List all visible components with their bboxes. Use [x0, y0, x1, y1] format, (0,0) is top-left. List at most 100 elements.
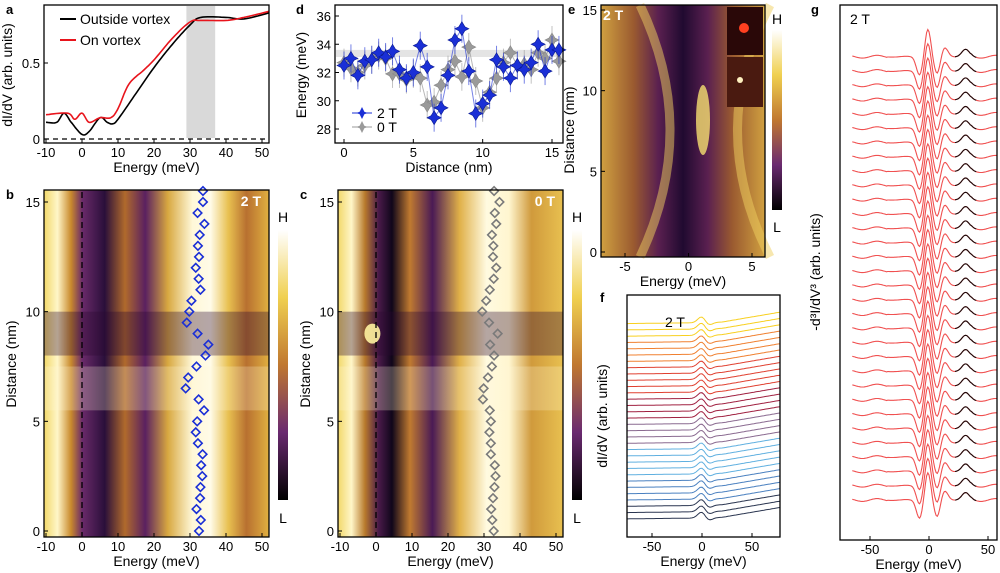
- peak-fit-segment: [954, 263, 977, 273]
- y-tick-label: 30: [317, 94, 331, 109]
- x-tick-label: 50: [549, 539, 563, 554]
- colorbar: [772, 30, 782, 210]
- y-tick-label: 34: [317, 37, 331, 52]
- data-point: [468, 73, 484, 89]
- spectrum-curve: [627, 349, 780, 363]
- plot-frame-b: [43, 189, 270, 538]
- x-tick-label: 50: [745, 539, 759, 554]
- x-tick-label: -10: [37, 145, 56, 160]
- data-point: [384, 43, 401, 59]
- derivative-curve: [852, 242, 997, 291]
- plot-frame-c: [337, 189, 564, 538]
- heatmap-band: [44, 311, 269, 356]
- x-tick-label: 10: [405, 539, 419, 554]
- peak-marker: [191, 415, 203, 427]
- x-tick-label: 10: [475, 145, 489, 160]
- y-axis-label: -d³I/dV³ (arb. units): [807, 213, 823, 330]
- x-tick-label: -10: [37, 539, 56, 554]
- spectrum-curve: [627, 450, 780, 464]
- peak-fit-segment: [954, 163, 977, 173]
- peak-marker: [193, 394, 205, 405]
- spectrum-curve: [627, 324, 780, 338]
- peak-marker: [191, 503, 202, 515]
- x-tick-label: 0: [372, 539, 379, 554]
- y-axis-label: Distance (nm): [561, 86, 577, 173]
- vortex-core-bright: [696, 85, 710, 155]
- data-point: [488, 70, 505, 86]
- colorbar-high-label: H: [572, 209, 582, 225]
- data-point: [398, 70, 415, 86]
- peak-marker: [485, 448, 497, 460]
- spectrum-curve: [627, 393, 780, 407]
- y-tick-label: 0: [33, 524, 40, 539]
- spectrum-curve: [627, 443, 780, 458]
- panel-label: a: [6, 2, 14, 17]
- derivative-curve: [852, 113, 997, 162]
- peak-fit-segment: [954, 477, 977, 487]
- derivative-curve: [852, 314, 997, 362]
- inset-image-bottom: [727, 57, 763, 107]
- derivative-curve: [852, 142, 997, 191]
- panel-label: f: [600, 290, 605, 305]
- x-tick-label: 30: [183, 539, 197, 554]
- spectrum-curve: [627, 399, 780, 414]
- spectrum-curve: [627, 336, 780, 351]
- spectrum-curve: [627, 431, 780, 445]
- x-tick-label: 5: [410, 145, 417, 160]
- y-axis-label: Distance (nm): [3, 320, 19, 407]
- x-tick-label: 10: [111, 539, 125, 554]
- peak-marker: [485, 503, 497, 515]
- data-point: [433, 100, 449, 116]
- peak-marker: [183, 306, 195, 318]
- peak-fit-segment: [954, 320, 977, 330]
- derivative-curve: [852, 385, 997, 434]
- peak-fit-segment: [954, 306, 977, 316]
- y-axis-label: dI/dV (arb. units): [0, 23, 15, 127]
- x-axis-label: Energy (meV): [660, 553, 746, 569]
- spectrum-curve: [627, 425, 780, 439]
- peak-marker: [194, 229, 206, 241]
- peak-marker: [192, 328, 203, 339]
- data-point: [502, 70, 519, 86]
- spectrum-curve: [627, 368, 780, 382]
- data-point: [426, 110, 442, 126]
- peak-marker: [198, 404, 210, 416]
- x-tick-label: -50: [643, 539, 662, 554]
- field-label: 2 T: [603, 7, 624, 23]
- peak-fit-segment: [954, 77, 977, 87]
- x-tick-label: 40: [219, 539, 233, 554]
- x-tick-label: 0: [925, 542, 932, 557]
- heatmap-band: [338, 366, 563, 411]
- x-tick-label: 40: [513, 539, 527, 554]
- legend-label: 0 T: [377, 119, 397, 135]
- peak-fit-segment: [954, 48, 977, 58]
- data-point: [454, 69, 470, 85]
- peak-marker: [480, 295, 492, 307]
- peak-marker: [190, 426, 202, 438]
- y-tick-label: 32: [317, 66, 331, 81]
- data-point: [523, 55, 539, 71]
- peak-marker: [181, 317, 193, 329]
- derivative-curve: [852, 328, 997, 376]
- legend-label: 2 T: [377, 105, 397, 121]
- colorbar-high-label: H: [278, 209, 288, 225]
- x-tick-label: -50: [861, 542, 880, 557]
- data-point: [537, 63, 553, 79]
- shaded-region: [186, 6, 216, 138]
- peak-marker: [195, 481, 206, 493]
- peak-marker: [195, 459, 207, 471]
- peak-fit-segment: [954, 134, 977, 144]
- y-tick-label: 15: [26, 195, 40, 210]
- peak-marker: [486, 361, 498, 372]
- peak-marker: [190, 262, 202, 274]
- plot-frame-f: [626, 294, 781, 538]
- spectrum-curve: [627, 469, 780, 483]
- heatmap-c: [338, 190, 563, 537]
- colorbar: [572, 230, 582, 500]
- peak-fit-segment: [954, 105, 977, 116]
- y-tick-label: 0: [33, 132, 40, 147]
- peak-fit-segment: [954, 434, 977, 444]
- data-point: [516, 62, 532, 78]
- peak-marker: [488, 185, 500, 197]
- field-label: 2 T: [850, 11, 870, 27]
